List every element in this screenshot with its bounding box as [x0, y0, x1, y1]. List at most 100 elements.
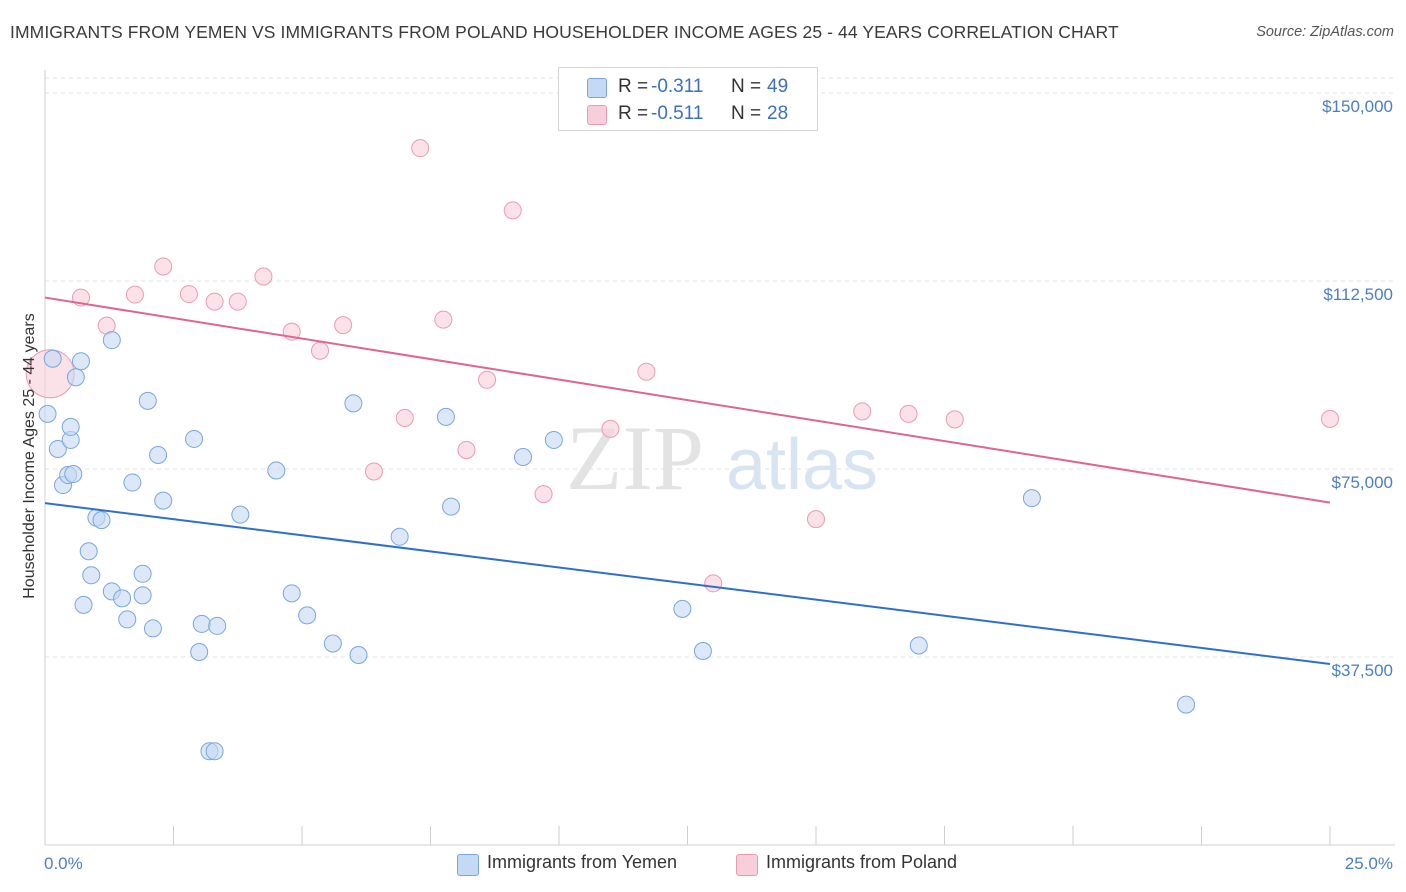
chart-title: IMMIGRANTS FROM YEMEN VS IMMIGRANTS FROM… [10, 22, 1119, 42]
poland-point [601, 419, 620, 438]
yemen-point [61, 417, 80, 436]
poland-point [254, 267, 273, 286]
yemen-point [693, 641, 712, 660]
y-tick-label: $150,000 [1322, 97, 1393, 116]
yemen-point [390, 527, 409, 546]
yemen-point [66, 368, 85, 387]
poland-point [364, 462, 383, 481]
n-value: 28 [767, 103, 789, 124]
poland-swatch [587, 105, 607, 125]
yemen-trend-line [44, 502, 1331, 666]
yemen-point [190, 642, 209, 661]
yemen-point [208, 616, 227, 635]
poland-point [154, 257, 173, 276]
yemen-point [133, 564, 152, 583]
y-tick-labels: $37,500 $75,000 $112,500 $150,000 [1322, 97, 1393, 680]
yemen-point [1177, 695, 1196, 714]
n-label: N = [731, 103, 762, 124]
yemen-point [149, 445, 168, 464]
yemen-point [205, 742, 224, 761]
poland-point [411, 139, 430, 158]
yemen-point [323, 634, 342, 653]
yemen-points [38, 331, 1196, 761]
yemen-legend-label: Immigrants from Yemen [487, 852, 678, 872]
yemen-point [102, 331, 121, 350]
poland-point [310, 341, 329, 360]
axes [44, 70, 1395, 846]
poland-point [228, 292, 247, 311]
x-tick-labels: 0.0% 25.0% [44, 854, 1393, 873]
yemen-point [82, 566, 101, 585]
watermark: ZIP atlas [566, 407, 878, 509]
yemen-point [282, 584, 301, 603]
yemen-point [1022, 489, 1041, 508]
r-label: R = [618, 103, 649, 124]
poland-points [25, 139, 1339, 593]
watermark-zip: ZIP [566, 407, 704, 509]
n-label: N = [731, 76, 762, 97]
poland-point [125, 285, 144, 304]
yemen-point [71, 352, 90, 371]
yemen-point [38, 404, 57, 423]
yemen-point [123, 473, 142, 492]
yemen-point [442, 497, 461, 516]
yemen-point [138, 391, 157, 410]
poland-legend-swatch [736, 854, 758, 876]
yemen-legend-swatch [457, 854, 479, 876]
yemen-point [436, 407, 455, 426]
r-value: -0.311 [651, 76, 704, 97]
x-tick-label-max: 25.0% [1345, 854, 1393, 873]
gridlines [45, 77, 1395, 658]
yemen-point [344, 394, 363, 413]
r-label: R = [618, 76, 649, 97]
yemen-point [514, 447, 533, 466]
poland-point [637, 362, 656, 381]
yemen-point [185, 429, 204, 448]
yemen-swatch [587, 78, 607, 98]
poland-point [945, 410, 964, 429]
source-credit: Source: ZipAtlas.com [1256, 24, 1394, 40]
yemen-point [113, 589, 132, 608]
poland-point [534, 485, 553, 504]
x-tick-label-min: 0.0% [44, 854, 83, 873]
r-value: -0.511 [651, 103, 704, 124]
yemen-point [118, 610, 137, 629]
yemen-point [909, 636, 928, 655]
watermark-atlas: atlas [726, 425, 878, 505]
poland-point [853, 402, 872, 421]
yemen-point [43, 349, 62, 368]
yemen-point [267, 461, 286, 480]
poland-legend-label: Immigrants from Poland [766, 852, 958, 872]
poland-point [395, 408, 414, 427]
yemen-point [544, 430, 563, 449]
yemen-point [143, 619, 162, 638]
yemen-point [349, 646, 368, 665]
poland-point [899, 404, 918, 423]
yemen-point [231, 505, 250, 524]
poland-point [334, 316, 353, 335]
yemen-point [79, 542, 98, 561]
yemen-point [74, 595, 93, 614]
y-tick-label: $112,500 [1323, 285, 1393, 304]
poland-point [704, 574, 723, 593]
yemen-point [92, 511, 111, 530]
yemen-point [133, 586, 152, 605]
poland-point [1321, 409, 1339, 428]
correlation-legend: R = -0.311 N = 49 R = -0.511 N = 28 [558, 67, 818, 131]
poland-point [457, 440, 476, 459]
y-axis-label: Householder Income Ages 25 - 44 years [21, 313, 38, 599]
poland-point [205, 292, 224, 311]
poland-point [179, 285, 198, 304]
yemen-point [298, 606, 317, 625]
yemen-point [673, 599, 692, 618]
y-tick-label: $75,000 [1332, 473, 1393, 492]
poland-point [807, 510, 825, 529]
poland-point [503, 201, 522, 220]
poland-point [478, 370, 497, 389]
poland-trend-line [44, 296, 1331, 504]
n-value: 49 [767, 76, 789, 97]
yemen-point [154, 491, 173, 510]
yemen-point [64, 465, 83, 484]
y-tick-label: $37,500 [1332, 661, 1393, 680]
